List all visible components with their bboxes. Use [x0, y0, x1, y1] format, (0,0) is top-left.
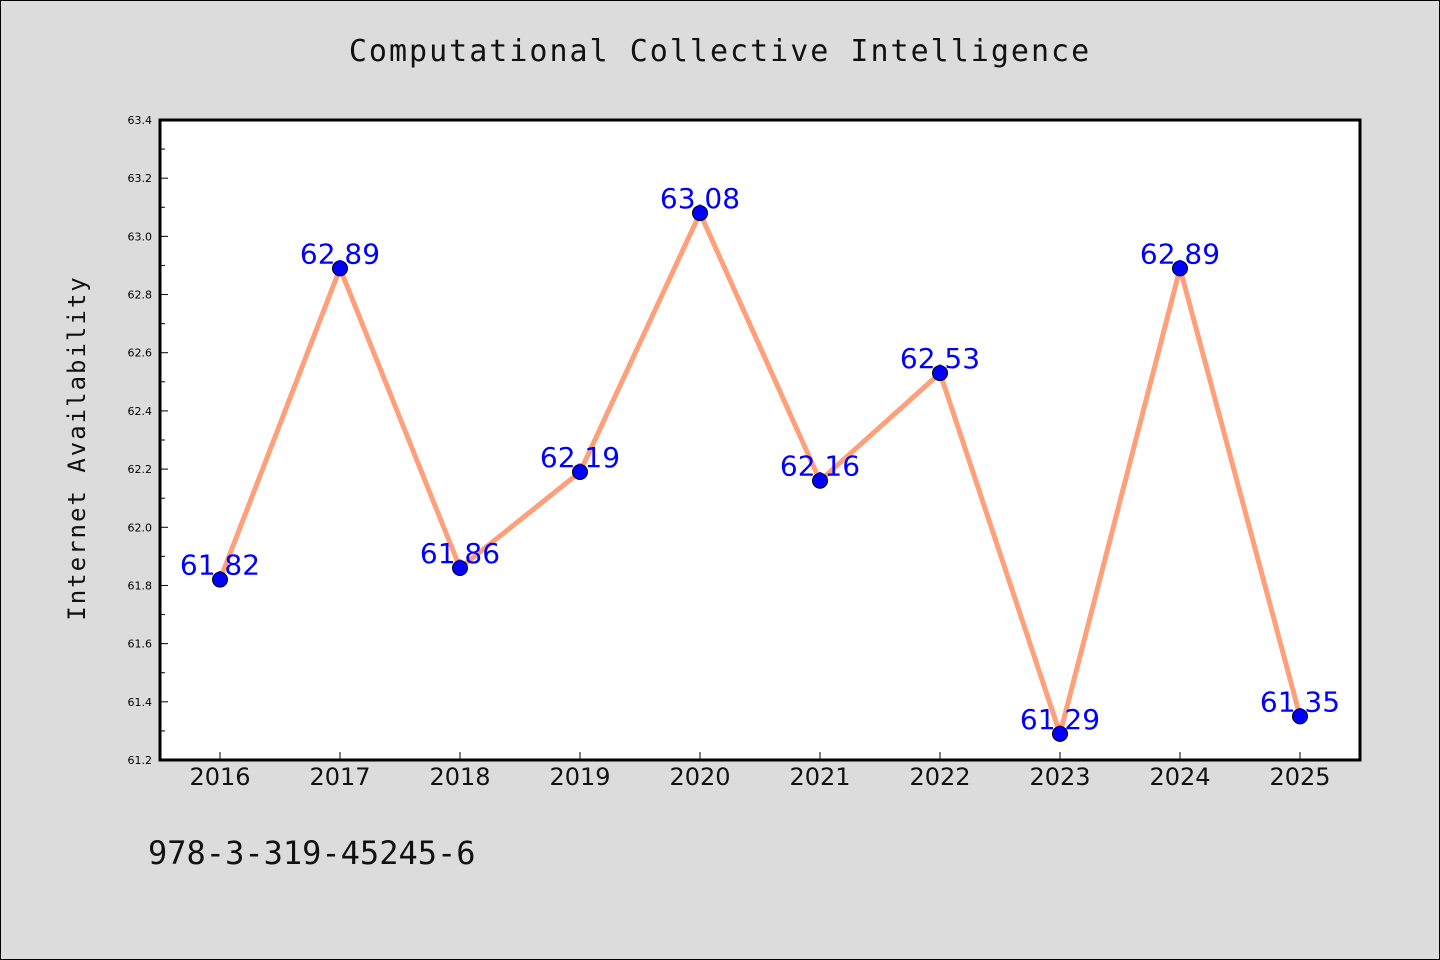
footer-code: 978-3-319-45245-6 [148, 834, 476, 872]
series-line [217, 207, 1303, 743]
x-tick-label: 2016 [189, 763, 250, 791]
x-tick-label: 2023 [1029, 763, 1090, 791]
plot-area [158, 118, 1362, 762]
data-point [452, 560, 468, 576]
y-tick-label: 62.2 [128, 463, 153, 476]
y-tick-label: 61.4 [128, 696, 153, 709]
x-tick-label: 2018 [429, 763, 490, 791]
data-label: 62.16 [780, 450, 860, 483]
y-tick-label: 61.6 [128, 638, 153, 651]
y-tick-label: 61.2 [128, 754, 153, 767]
data-label: 61.82 [180, 549, 260, 582]
y-tick-label: 62.6 [128, 347, 153, 360]
x-tick-label: 2019 [549, 763, 610, 791]
chart-title: Computational Collective Intelligence [348, 34, 1092, 69]
data-label: 62.89 [300, 237, 380, 270]
data-point [932, 365, 948, 382]
series-lines [217, 207, 1303, 743]
data-label: 62.89 [1140, 237, 1220, 270]
data-label: 63.08 [660, 182, 740, 215]
data-label: 61.35 [1260, 685, 1340, 718]
y-tick-label: 62.0 [128, 521, 153, 534]
data-point [812, 472, 828, 489]
data-point [572, 464, 588, 480]
data-label: 62.53 [900, 342, 980, 375]
y-tick-label: 63.2 [128, 172, 153, 185]
y-tick-label: 63.4 [128, 114, 153, 127]
data-point [692, 205, 708, 222]
x-tick-label: 2021 [789, 763, 850, 791]
x-tick-label: 2022 [909, 763, 970, 791]
series-labels: 61.82 62.89 61.86 62.19 63.08 62.16 62.53 61.29… [180, 182, 1340, 736]
data-point [1052, 725, 1068, 742]
y-axis-label: Internet Availability [63, 275, 91, 621]
x-tick-label: 2020 [669, 763, 730, 791]
x-tick-label: 2024 [1149, 763, 1210, 791]
y-tick-label: 63.0 [128, 230, 153, 243]
y-tick-label: 61.8 [128, 579, 153, 592]
data-point [1172, 260, 1188, 277]
data-point [332, 260, 348, 277]
data-label: 61.86 [420, 537, 500, 570]
y-tick-label: 62.4 [128, 405, 153, 418]
y-axis-ticks: 61.2 61.4 61.6 61.8 62.0 62.2 62.4 62.6 62.8 63.0… [128, 114, 168, 767]
data-point [1292, 708, 1308, 725]
y-tick-label: 62.8 [128, 289, 153, 302]
data-label: 62.19 [540, 441, 620, 474]
x-tick-label: 2025 [1269, 763, 1330, 791]
data-label: 61.29 [1020, 703, 1100, 736]
x-axis-ticks: 2016 2017 2018 2019 2020 2021 2022 2023 2024 2025 [189, 752, 1331, 791]
data-point [212, 571, 228, 588]
series-points [212, 205, 1308, 742]
x-tick-label: 2017 [309, 763, 370, 791]
